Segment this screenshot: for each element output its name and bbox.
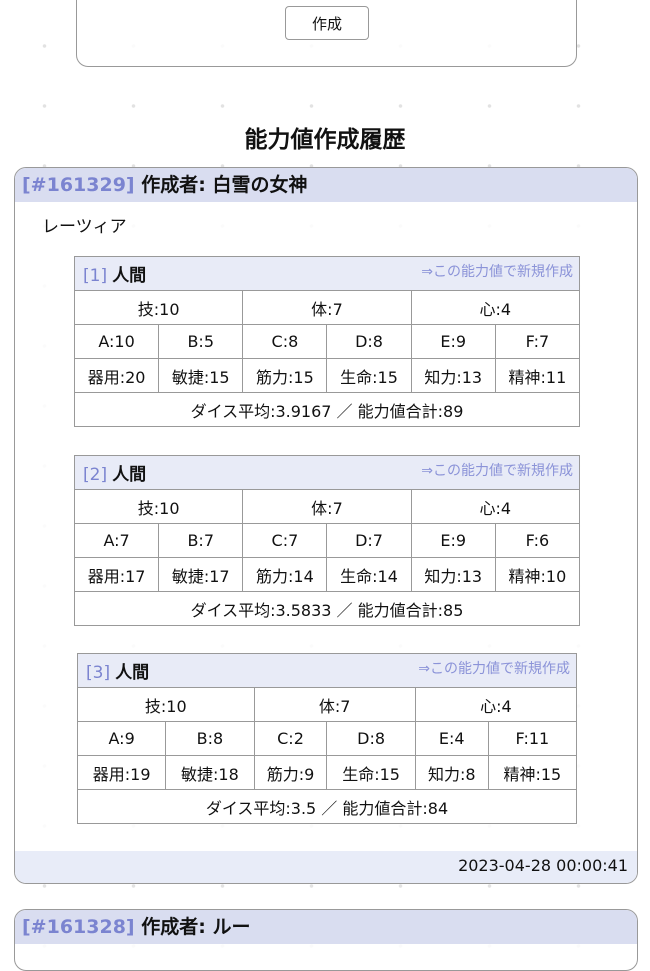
dice-value: C:2 — [253, 721, 328, 756]
roll-number: [2] — [83, 465, 108, 485]
ability-stat: 筋力:9 — [253, 755, 328, 790]
page-title: 能力値作成履歴 — [244, 127, 406, 153]
base-stat: 技:10 — [73, 489, 244, 524]
ability-stat: 筋力:14 — [242, 557, 328, 592]
dice-value: D:8 — [326, 324, 412, 359]
dice-value: E:9 — [410, 523, 496, 558]
roll-number: [3] — [86, 663, 111, 683]
roll-race: 人間 — [112, 266, 147, 286]
ability-stat: 知力:13 — [410, 358, 496, 393]
base-stat: 技:10 — [77, 687, 255, 722]
base-stat: 心:4 — [414, 687, 578, 722]
create-from-roll-link[interactable]: ⇒この能力値で新規作成 — [418, 661, 570, 677]
create-from-roll-link[interactable]: ⇒この能力値で新規作成 — [421, 463, 573, 479]
dice-value: E:9 — [410, 324, 496, 359]
base-stat: 心:4 — [410, 290, 581, 325]
history-entry: [#161329] 作成者: 白雪の女神 レーツィア [1] 人間 ⇒この能力値で… — [14, 167, 638, 884]
roll-table: [3] 人間 ⇒この能力値で新規作成技:10 体:7 心:4 A:9 B:8 C:2 D:8 E… — [76, 653, 578, 824]
roll-summary: ダイス平均:3.5833 ／ 能力値合計:85 — [74, 591, 580, 626]
dice-value: A:10 — [73, 324, 160, 359]
create-button[interactable]: 作成 — [285, 6, 369, 40]
ability-stat: 知力:8 — [414, 755, 489, 790]
ability-stat: 生命:15 — [326, 358, 412, 393]
base-stat: 体:7 — [253, 687, 416, 722]
entry-id: [#161329] — [22, 174, 135, 196]
entry-header: [#161329] 作成者: 白雪の女神 — [15, 168, 637, 202]
ability-stat: 敏捷:15 — [158, 358, 244, 393]
creation-form-card: 作成 — [76, 0, 577, 67]
dice-value: B:8 — [165, 721, 255, 756]
create-from-roll-link[interactable]: ⇒この能力値で新規作成 — [421, 264, 573, 280]
history-entry: [#161328] 作成者: ルー — [14, 909, 638, 971]
roll-race: 人間 — [115, 663, 150, 683]
dice-value: D:7 — [326, 523, 412, 558]
ability-stat: 精神:11 — [494, 358, 581, 393]
ability-stat: 器用:19 — [76, 755, 167, 790]
roll-summary: ダイス平均:3.9167 ／ 能力値合計:89 — [74, 392, 580, 427]
dice-value: F:6 — [494, 523, 581, 558]
entry-id: [#161328] — [22, 916, 135, 938]
ability-stat: 敏捷:17 — [158, 557, 244, 592]
ability-stat: 敏捷:18 — [165, 755, 255, 790]
roll-table: [2] 人間 ⇒この能力値で新規作成技:10 体:7 心:4 A:7 B:7 C:7 D:7 E… — [73, 455, 581, 626]
roll-summary: ダイス平均:3.5 ／ 能力値合計:84 — [77, 789, 577, 824]
ability-stat: 精神:15 — [487, 755, 578, 790]
entry-header: [#161328] 作成者: ルー — [15, 910, 637, 944]
dice-value: B:5 — [158, 324, 244, 359]
character-name: レーツィア — [42, 217, 127, 237]
ability-stat: 知力:13 — [410, 557, 496, 592]
dice-value: C:8 — [242, 324, 328, 359]
dice-value: A:7 — [73, 523, 160, 558]
base-stat: 体:7 — [242, 489, 412, 524]
entry-author: 作成者: 白雪の女神 — [141, 174, 308, 196]
ability-stat: 精神:10 — [494, 557, 581, 592]
ability-stat: 器用:17 — [73, 557, 160, 592]
entry-timestamp: 2023-04-28 00:00:41 — [15, 851, 637, 883]
base-stat: 心:4 — [410, 489, 581, 524]
ability-stat: 器用:20 — [73, 358, 160, 393]
dice-value: E:4 — [414, 721, 489, 756]
dice-value: F:11 — [487, 721, 578, 756]
entry-author: 作成者: ルー — [141, 916, 251, 938]
dice-value: B:7 — [158, 523, 244, 558]
dice-value: F:7 — [494, 324, 581, 359]
ability-stat: 生命:15 — [326, 755, 416, 790]
dice-value: D:8 — [326, 721, 416, 756]
dice-value: C:7 — [242, 523, 328, 558]
ability-stat: 筋力:15 — [242, 358, 328, 393]
roll-number: [1] — [83, 266, 108, 286]
base-stat: 体:7 — [242, 290, 412, 325]
roll-race: 人間 — [112, 465, 147, 485]
roll-table: [1] 人間 ⇒この能力値で新規作成技:10 体:7 心:4 A:10 B:5 C:8 D:8… — [73, 256, 581, 427]
dice-value: A:9 — [76, 721, 167, 756]
ability-stat: 生命:14 — [326, 557, 412, 592]
base-stat: 技:10 — [73, 290, 244, 325]
